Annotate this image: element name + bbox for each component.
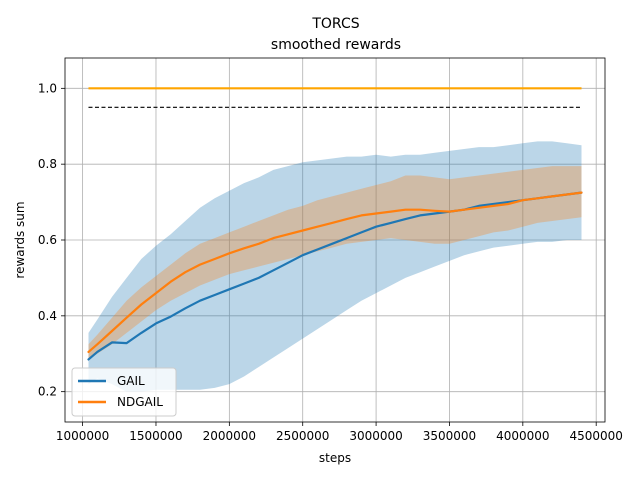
confidence-band-ndgail [88, 166, 582, 360]
y-tick-label: 0.4 [38, 309, 57, 323]
x-axis-label: steps [319, 451, 351, 465]
y-tick-label: 0.2 [38, 385, 57, 399]
x-tick-label: 2500000 [276, 429, 329, 443]
x-tick-label: 1500000 [129, 429, 182, 443]
y-tick-label: 0.8 [38, 157, 57, 171]
legend: GAIL NDGAIL [71, 367, 177, 417]
chart-subtitle: smoothed rewards [271, 37, 401, 53]
reference-lines [88, 87, 582, 108]
confidence-band-gail [88, 141, 582, 392]
x-tick-label: 4500000 [569, 429, 622, 443]
confidence-bands [88, 141, 582, 392]
series-line-ndgail [87, 191, 583, 353]
x-tick-label: 4000000 [496, 429, 549, 443]
x-tick-label: 2000000 [203, 429, 256, 443]
y-tick-label: 0.6 [38, 233, 57, 247]
y-tick-label: 1.0 [38, 81, 57, 95]
series-line-gail [87, 191, 583, 361]
series-lines [87, 191, 583, 361]
x-axis-ticks: 1000000 1500000 2000000 2500000 3000000 35000… [56, 422, 623, 443]
x-tick-label: 3000000 [349, 429, 402, 443]
legend-label-ndgail: NDGAIL [117, 395, 163, 409]
x-tick-label: 1000000 [56, 429, 109, 443]
y-axis-ticks: 0.2 0.4 0.6 0.8 1.0 [38, 81, 65, 399]
chart-title: TORCS [311, 16, 359, 32]
y-axis-label: rewards sum [13, 201, 27, 278]
x-tick-label: 3500000 [423, 429, 476, 443]
legend-label-gail: GAIL [117, 374, 145, 388]
